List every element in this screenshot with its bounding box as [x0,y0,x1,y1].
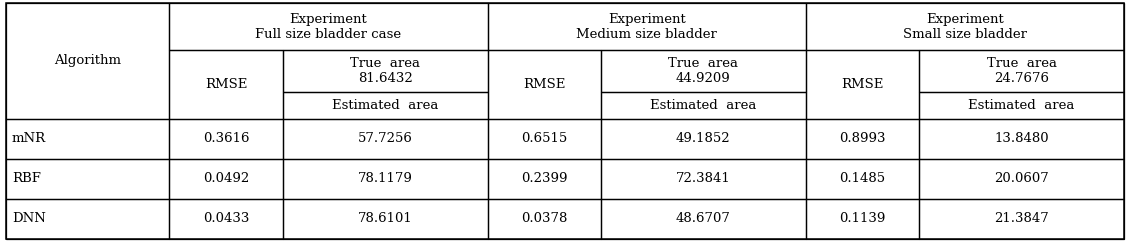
Text: 49.1852: 49.1852 [676,132,731,145]
Text: 78.6101: 78.6101 [358,212,412,226]
Text: 0.0378: 0.0378 [521,212,567,226]
Bar [487,159,601,199]
Bar [6,159,170,199]
Text: 78.1179: 78.1179 [358,172,412,185]
Bar [170,119,282,159]
Text: RMSE: RMSE [842,78,884,91]
Bar [170,159,282,199]
Text: 0.8993: 0.8993 [840,132,886,145]
Bar [487,199,601,239]
Bar [170,199,282,239]
Text: 57.7256: 57.7256 [358,132,412,145]
Bar [601,199,806,239]
Bar [919,91,1124,119]
Text: 0.2399: 0.2399 [521,172,567,185]
Bar [487,50,601,119]
Bar [601,91,806,119]
Bar [919,199,1124,239]
Text: 48.6707: 48.6707 [676,212,731,226]
Bar [6,199,170,239]
Bar [601,119,806,159]
Text: Experiment
Small size bladder: Experiment Small size bladder [903,13,1027,41]
Text: 0.6515: 0.6515 [521,132,567,145]
Text: DNN: DNN [12,212,46,226]
Bar [919,159,1124,199]
Bar [282,119,487,159]
Text: 20.0607: 20.0607 [994,172,1049,185]
Bar [6,3,170,119]
Bar [806,50,919,119]
Text: mNR: mNR [12,132,46,145]
Text: 0.3616: 0.3616 [202,132,250,145]
Text: 21.3847: 21.3847 [994,212,1049,226]
Bar [282,159,487,199]
Bar [6,119,170,159]
Bar [919,50,1124,91]
Text: True  area
44.9209: True area 44.9209 [668,57,738,85]
Bar [806,159,919,199]
Text: RMSE: RMSE [205,78,247,91]
Text: 0.1139: 0.1139 [840,212,886,226]
Bar [282,199,487,239]
Bar [601,50,806,91]
Bar [806,119,919,159]
Text: Estimated  area: Estimated area [332,98,438,112]
Bar [919,119,1124,159]
Bar [601,159,806,199]
Text: True  area
24.7676: True area 24.7676 [986,57,1057,85]
Text: RMSE: RMSE [523,78,565,91]
Text: Experiment
Full size bladder case: Experiment Full size bladder case [255,13,401,41]
Text: 13.8480: 13.8480 [994,132,1049,145]
Bar [806,199,919,239]
Bar [170,3,487,50]
Text: Estimated  area: Estimated area [968,98,1075,112]
Text: 0.0492: 0.0492 [203,172,249,185]
Bar [487,3,806,50]
Text: Algorithm: Algorithm [54,54,121,67]
Text: 0.0433: 0.0433 [202,212,250,226]
Bar [282,50,487,91]
Text: Estimated  area: Estimated area [650,98,757,112]
Bar [170,50,282,119]
Bar [806,3,1124,50]
Bar [282,91,487,119]
Text: RBF: RBF [12,172,41,185]
Text: 72.3841: 72.3841 [676,172,731,185]
Text: 0.1485: 0.1485 [840,172,886,185]
Text: True  area
81.6432: True area 81.6432 [350,57,420,85]
Text: Experiment
Medium size bladder: Experiment Medium size bladder [576,13,718,41]
Bar [487,119,601,159]
